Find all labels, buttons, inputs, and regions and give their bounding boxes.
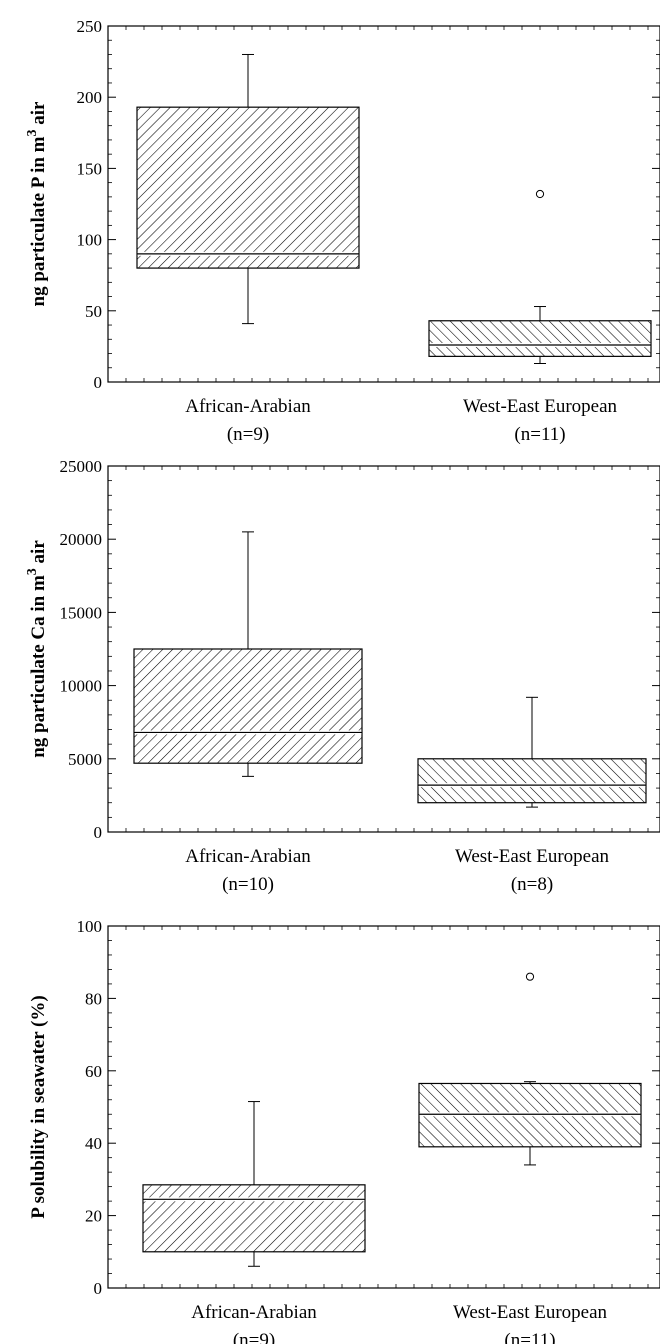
category-label: West-East European: [453, 1302, 608, 1323]
y-tick-label: 50: [85, 302, 102, 321]
plot-frame: [107, 925, 660, 1289]
category-n-label: (n=10): [222, 874, 274, 895]
y-tick-label: 150: [77, 159, 103, 178]
chart-panel-2: 0 5000 10000 15000 20000 25000 ng particulate …: [25, 457, 660, 895]
y-tick-label: 100: [77, 917, 103, 936]
outlier-point-west-east-european: [535, 189, 545, 199]
y-tick-label: 100: [77, 231, 103, 250]
y-axis-title: ng particulate P in m3 air: [25, 101, 49, 306]
category-n-label: (n=9): [227, 424, 269, 445]
box-african-arabian: [136, 106, 360, 269]
box-african-arabian: [142, 1184, 366, 1253]
plot-frame: [107, 465, 660, 833]
y-tick-label: 80: [85, 989, 102, 1008]
y-tick-label: 5000: [68, 750, 102, 769]
y-axis-title: ng particulate Ca in m3 air: [25, 540, 49, 758]
category-label: West-East European: [463, 396, 618, 417]
box-west-east-european: [417, 758, 647, 804]
y-tick-label: 15000: [60, 603, 103, 622]
outlier-point-west-east-european: [525, 972, 535, 981]
y-axis-title: P solubility in seawater (%): [28, 995, 49, 1218]
y-tick-label: 10000: [60, 677, 103, 696]
category-n-label: (n=9): [233, 1330, 275, 1344]
category-n-label: (n=11): [504, 1330, 555, 1344]
plot-frame: [107, 25, 660, 383]
box-west-east-european: [428, 320, 652, 357]
category-label: West-East European: [455, 846, 610, 867]
y-tick-label: 20: [85, 1207, 102, 1226]
category-label: African-Arabian: [191, 1302, 317, 1323]
y-tick-label: 0: [94, 1279, 103, 1298]
y-tick-label: 25000: [60, 457, 103, 476]
chart-panel-3: 0 20 40 60 80 100 P solubility in seawater (%)…: [28, 917, 660, 1344]
y-tick-label: 20000: [60, 530, 103, 549]
category-n-label: (n=8): [511, 874, 553, 895]
chart-panel-1: 0 50 100 150 200 250 ng particulate P in m3 ai…: [25, 17, 660, 445]
category-n-label: (n=11): [514, 424, 565, 445]
category-label: African-Arabian: [185, 396, 311, 417]
y-tick-label: 40: [85, 1134, 102, 1153]
box-african-arabian: [133, 648, 363, 764]
y-tick-label: 60: [85, 1062, 102, 1081]
y-tick-label: 250: [77, 17, 103, 36]
y-tick-label: 0: [94, 373, 103, 392]
y-tick-label: 200: [77, 88, 103, 107]
y-tick-label: 0: [94, 823, 103, 842]
category-label: African-Arabian: [185, 846, 311, 867]
